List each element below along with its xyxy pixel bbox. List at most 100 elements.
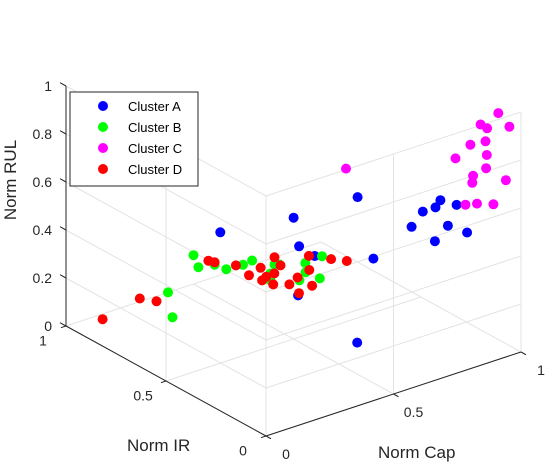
legend-marker xyxy=(98,101,108,111)
y-axis-label: Norm IR xyxy=(127,436,190,455)
y-tick-label: 0 xyxy=(239,443,247,459)
z-tick-mark xyxy=(59,274,67,279)
data-point xyxy=(188,250,199,261)
data-point xyxy=(417,206,428,217)
data-point xyxy=(341,163,351,174)
y-tick-mark xyxy=(60,325,67,329)
data-point xyxy=(284,279,295,290)
z-tick-mark xyxy=(59,82,67,87)
legend-entry: Cluster D xyxy=(128,162,182,177)
x-tick-label: 1 xyxy=(537,362,545,378)
legend-marker xyxy=(98,164,108,174)
data-point xyxy=(247,255,258,266)
legend: Cluster A Cluster B Cluster C Cluster D xyxy=(69,91,199,187)
data-point xyxy=(482,123,493,134)
data-point xyxy=(430,202,441,213)
grid-back-z xyxy=(265,207,522,293)
x-tick-label: 0.5 xyxy=(404,404,424,420)
y-tick-mark xyxy=(260,435,267,439)
data-point xyxy=(97,314,108,325)
data-point xyxy=(303,250,314,261)
data-point xyxy=(269,252,280,263)
data-point xyxy=(230,260,241,271)
data-point xyxy=(460,199,471,210)
z-tick-label: 0.2 xyxy=(33,270,53,286)
data-point xyxy=(467,177,478,188)
legend-marker xyxy=(98,143,108,153)
data-point xyxy=(435,195,446,206)
data-point xyxy=(465,139,476,150)
grid-side-z xyxy=(65,277,267,389)
legend-marker xyxy=(98,122,108,132)
data-point xyxy=(294,288,304,299)
data-point xyxy=(480,136,491,147)
z-tick-label: 0.4 xyxy=(33,222,53,238)
y-tick-mark xyxy=(160,380,167,384)
data-point xyxy=(462,227,473,238)
data-point xyxy=(341,256,352,266)
z-tick-mark xyxy=(59,322,67,327)
data-point xyxy=(368,253,379,264)
data-point xyxy=(268,279,279,290)
grid-back-z xyxy=(265,159,522,245)
z-tick-label: 0.8 xyxy=(33,126,53,142)
data-point xyxy=(134,293,145,304)
data-point xyxy=(406,221,417,232)
z-tick-label: 1 xyxy=(44,78,52,94)
legend-entry: Cluster A xyxy=(128,99,181,114)
z-tick-label: 0 xyxy=(44,318,52,334)
z-tick-label: 0.6 xyxy=(33,174,53,190)
legend-box xyxy=(69,91,199,187)
grid-side-z xyxy=(65,181,267,293)
z-tick-mark xyxy=(59,178,67,183)
grid-floor-y xyxy=(165,296,422,382)
data-point xyxy=(215,227,226,238)
data-point xyxy=(275,260,286,271)
data-point xyxy=(193,262,204,273)
data-point xyxy=(151,296,162,307)
data-point xyxy=(292,272,303,283)
data-point xyxy=(261,271,272,282)
legend-entry: Cluster B xyxy=(128,120,181,135)
data-point xyxy=(269,268,280,279)
y-tick-label: 0.5 xyxy=(133,388,153,404)
data-point xyxy=(209,257,220,268)
data-point xyxy=(493,108,504,119)
grid-back-z xyxy=(265,303,522,389)
data-point xyxy=(429,236,440,247)
data-point xyxy=(481,150,492,160)
grid-back-z xyxy=(265,255,522,341)
y-tick-label: 1 xyxy=(39,333,47,349)
z-axis-label: Norm RUL xyxy=(1,140,20,220)
data-point xyxy=(294,241,305,252)
data-point xyxy=(326,254,337,265)
axis-lines xyxy=(59,82,527,440)
x-tick-mark xyxy=(520,351,527,356)
data-point xyxy=(307,280,318,291)
data-point xyxy=(451,199,462,210)
data-point xyxy=(352,337,363,348)
data-point xyxy=(488,199,499,210)
data-point xyxy=(167,312,178,323)
x-tick-mark xyxy=(265,435,272,440)
data-point xyxy=(450,153,461,164)
data-point xyxy=(163,287,173,298)
grid-side-z xyxy=(65,229,267,341)
data-point xyxy=(481,163,492,174)
z-tick-mark xyxy=(59,130,67,135)
data-point xyxy=(304,265,315,275)
data-point xyxy=(352,192,363,203)
data-point xyxy=(500,175,511,186)
data-point xyxy=(472,198,482,209)
data-point xyxy=(244,270,254,281)
data-points xyxy=(97,108,515,348)
x-tick-label: 0 xyxy=(282,446,290,462)
data-point xyxy=(442,220,453,231)
data-point xyxy=(317,251,327,262)
data-point xyxy=(288,212,299,223)
legend-entry: Cluster C xyxy=(128,141,182,156)
grid-floor-x xyxy=(320,241,522,353)
data-point xyxy=(221,264,232,275)
